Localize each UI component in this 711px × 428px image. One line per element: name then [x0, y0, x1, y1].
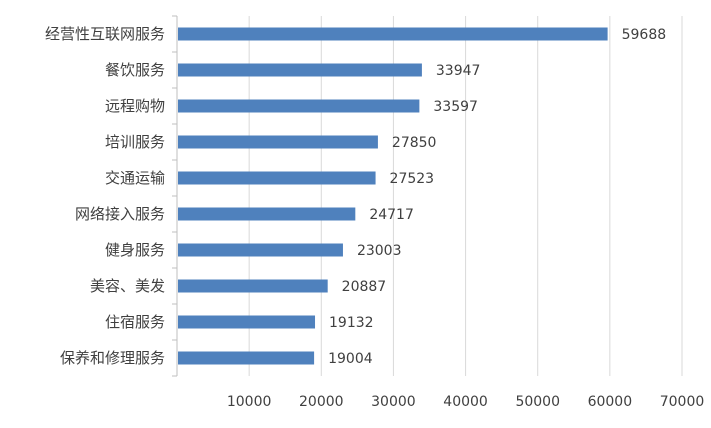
bars — [178, 27, 608, 365]
category-label: 网络接入服务 — [75, 205, 165, 223]
bar — [178, 279, 328, 293]
category-label: 健身服务 — [105, 241, 165, 259]
category-label: 美容、美发 — [90, 277, 165, 295]
x-tick-label: 10000 — [227, 394, 272, 410]
bar — [178, 27, 608, 41]
category-axis — [172, 15, 178, 377]
labels: 10000 20000 30000 40000 50000 60000 70000 经营性互联… — [45, 25, 704, 410]
category-label: 住宿服务 — [105, 313, 165, 331]
x-tick-label: 20000 — [299, 394, 344, 410]
value-label: 24717 — [369, 207, 414, 223]
value-label: 23003 — [357, 243, 402, 259]
value-label: 19132 — [329, 315, 374, 331]
value-label: 27850 — [392, 135, 437, 151]
value-label: 59688 — [622, 27, 667, 43]
x-tick-label: 60000 — [588, 394, 633, 410]
bar — [178, 171, 376, 185]
x-tick-label: 30000 — [371, 394, 416, 410]
category-label: 保养和修理服务 — [60, 349, 165, 367]
bar — [178, 63, 422, 77]
category-label: 经营性互联网服务 — [45, 25, 165, 43]
x-tick-label: 50000 — [515, 394, 560, 410]
category-label: 远程购物 — [105, 97, 165, 115]
value-label: 33947 — [436, 63, 481, 79]
bar — [178, 243, 343, 257]
category-label: 交通运输 — [105, 169, 165, 187]
x-tick-label: 40000 — [443, 394, 488, 410]
bar — [178, 135, 378, 149]
value-label: 33597 — [433, 99, 478, 115]
bar — [178, 351, 315, 365]
value-label: 27523 — [390, 171, 435, 187]
category-label: 餐饮服务 — [105, 61, 165, 79]
value-label: 19004 — [328, 351, 373, 367]
bar — [178, 315, 316, 329]
bar — [178, 99, 420, 113]
value-label: 20887 — [342, 279, 387, 295]
x-tick-label: 70000 — [660, 394, 705, 410]
bar — [178, 207, 356, 221]
category-label: 培训服务 — [105, 133, 165, 151]
